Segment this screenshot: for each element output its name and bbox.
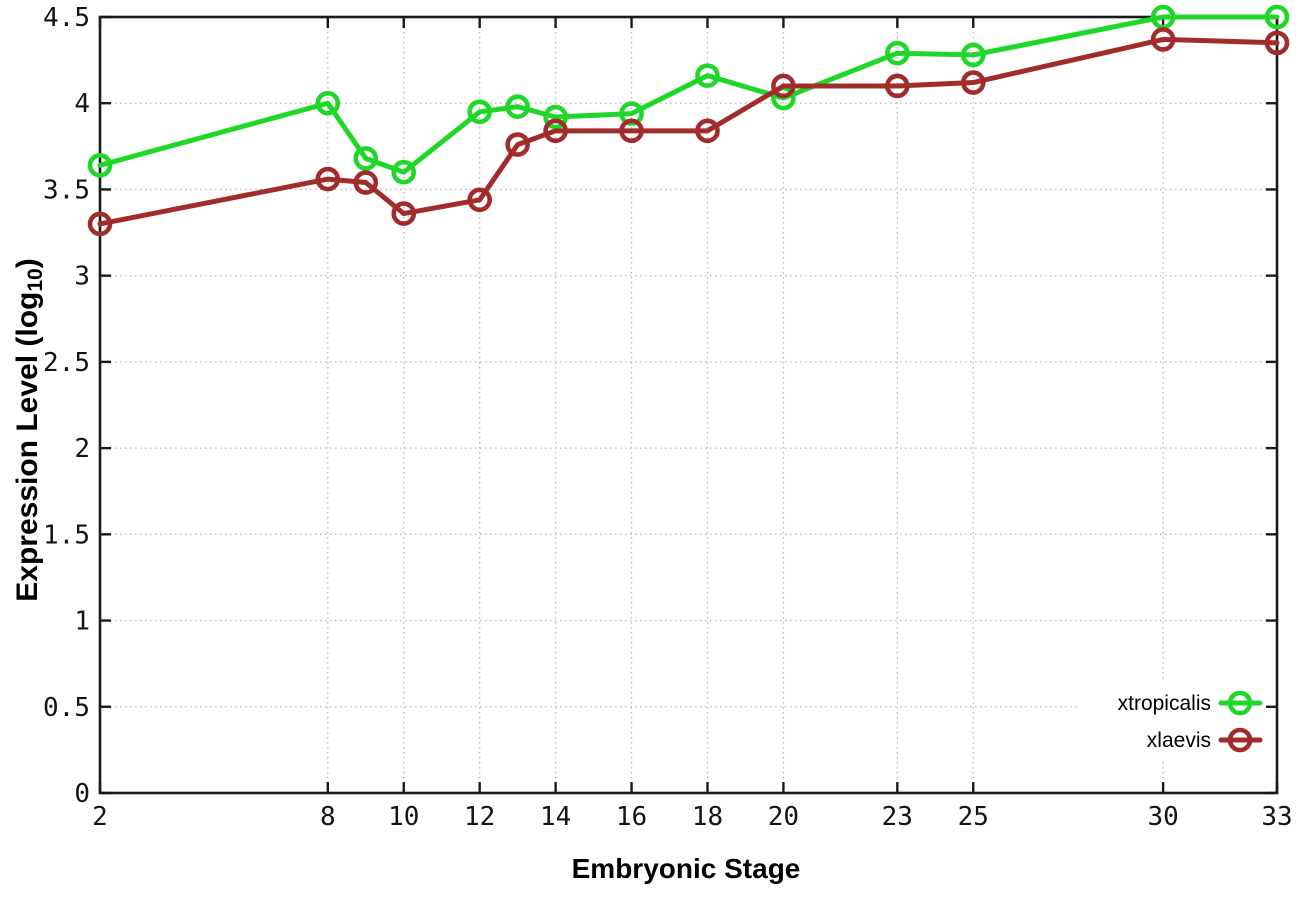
- data-point-xlaevis: [315, 166, 341, 192]
- x-tick-label: 20: [768, 802, 799, 832]
- plot-border: [98, 15, 1279, 795]
- series-line-xlaevis: [97, 36, 1280, 227]
- data-point-xtropicalis: [1264, 4, 1290, 30]
- y-tick-label: 3: [74, 262, 90, 292]
- legend-label-xlaevis: xlaevis: [1147, 729, 1211, 752]
- legend-marker-xlaevis: [1227, 727, 1253, 753]
- legend-marker-xtropicalis: [1227, 690, 1253, 716]
- y-tick-label: 1: [74, 607, 90, 637]
- data-point-xtropicalis: [1150, 4, 1176, 30]
- series-line-xtropicalis: [97, 14, 1280, 175]
- data-point-xlaevis: [543, 118, 568, 144]
- x-tick-label: 2: [92, 802, 108, 832]
- data-point-xtropicalis: [391, 159, 417, 185]
- data-point-xlaevis: [505, 132, 530, 157]
- data-point-xlaevis: [885, 73, 910, 99]
- x-tick-label: 30: [1147, 802, 1178, 832]
- data-point-xtropicalis: [619, 101, 644, 126]
- data-point-xlaevis: [619, 118, 644, 144]
- data-point-xtropicalis: [505, 94, 530, 119]
- data-point-xlaevis: [771, 73, 796, 99]
- data-point-xlaevis: [353, 170, 379, 195]
- data-point-xlaevis: [960, 70, 986, 95]
- x-tick-label: 14: [540, 802, 571, 832]
- y-tick-label: 0: [74, 779, 90, 809]
- data-point-xtropicalis: [353, 146, 379, 171]
- x-tick-label: 10: [388, 802, 419, 832]
- y-tick-label: 0.5: [43, 693, 90, 723]
- x-tick-label: 8: [320, 802, 336, 832]
- x-tick-label: 33: [1261, 802, 1292, 832]
- data-point-xlaevis: [391, 201, 417, 226]
- x-tick-label: 18: [692, 802, 723, 832]
- data-point-xtropicalis: [315, 90, 341, 116]
- x-axis-title: Embryonic Stage: [571, 853, 801, 884]
- data-point-xtropicalis: [960, 42, 986, 68]
- y-axis-title-subscript: 10: [24, 268, 48, 292]
- x-tick-label: 12: [464, 802, 495, 832]
- x-tick-label: 25: [958, 802, 989, 832]
- data-point-xtropicalis: [543, 104, 568, 130]
- data-point-xlaevis: [1264, 30, 1290, 56]
- y-axis-title-text: Expression Level (log: [11, 291, 44, 602]
- data-point-xtropicalis: [885, 40, 910, 66]
- y-tick-label: 3.5: [43, 175, 90, 205]
- y-tick-label: 1.5: [43, 520, 90, 550]
- y-axis-title-close: ): [11, 258, 44, 269]
- data-point-xtropicalis: [467, 99, 492, 125]
- x-tick-label: 23: [882, 802, 913, 832]
- y-tick-label: 2.5: [43, 348, 90, 378]
- y-tick-label: 4: [74, 89, 90, 119]
- data-point-xlaevis: [1150, 27, 1176, 52]
- y-tick-label: 2: [74, 434, 90, 464]
- data-point-xlaevis: [467, 187, 492, 213]
- x-tick-label: 16: [616, 802, 647, 832]
- legend-label-xtropicalis: xtropicalis: [1118, 692, 1211, 715]
- data-point-xtropicalis: [87, 153, 113, 178]
- data-point-xlaevis: [695, 118, 720, 144]
- data-point-xtropicalis: [695, 63, 720, 88]
- y-tick-label: 4.5: [43, 3, 90, 33]
- data-point-xlaevis: [87, 211, 113, 237]
